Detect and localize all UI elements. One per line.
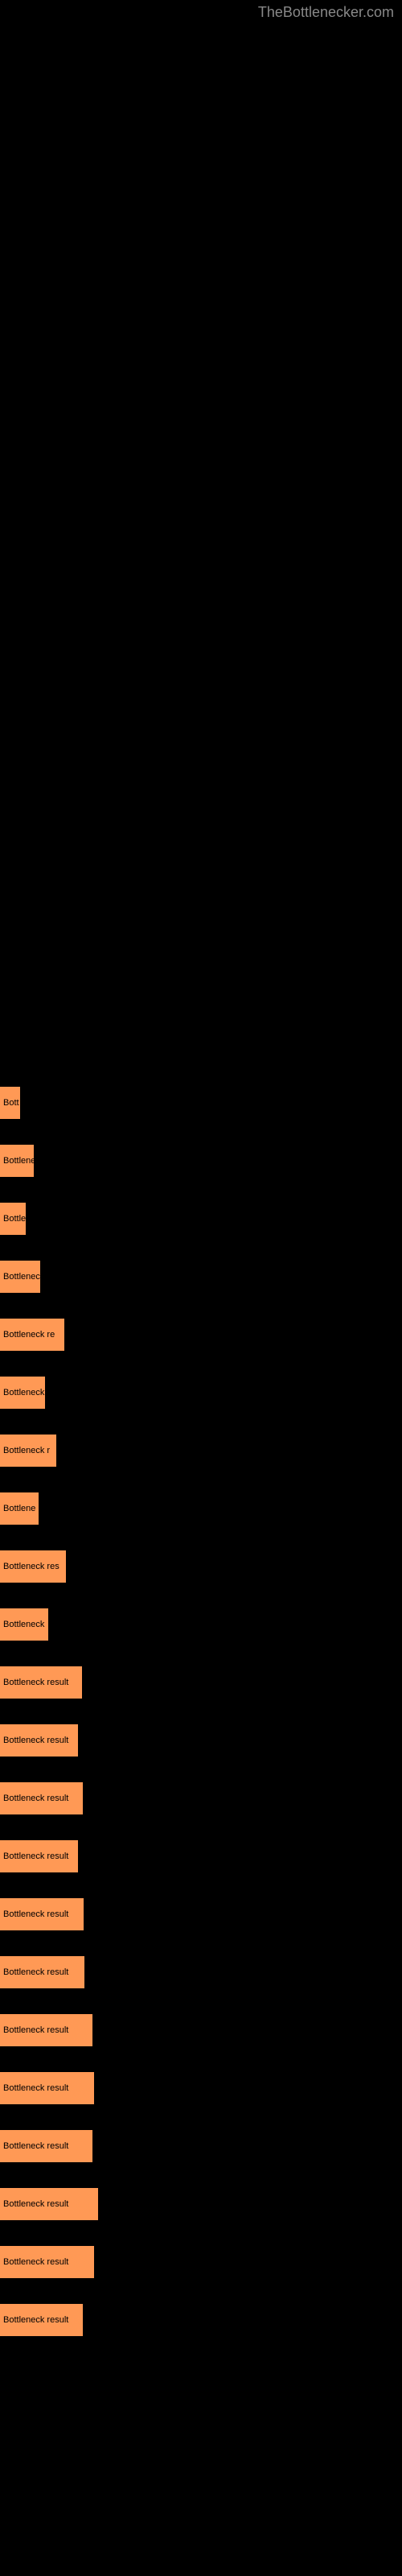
bar: Bottleneck result: [0, 2130, 92, 2162]
bar-row: Bottleneck: [0, 1377, 402, 1409]
bar-row: Bottleneck result: [0, 2188, 402, 2220]
bar-row: Bottleneck result: [0, 2014, 402, 2046]
bar: Bottleneck: [0, 1608, 48, 1641]
bar: Bottleneck result: [0, 2072, 94, 2104]
watermark-text: TheBottlenecker.com: [258, 4, 394, 21]
bar: Bottleneck res: [0, 1550, 66, 1583]
bar: Bottleneck result: [0, 1666, 82, 1699]
bar: Bottleneck result: [0, 1898, 84, 1930]
bar: Bottleneck result: [0, 2188, 98, 2220]
bar-row: Bottleneck result: [0, 1666, 402, 1699]
bar: Bottlened: [0, 1145, 34, 1177]
bar: Bottleneck result: [0, 2014, 92, 2046]
bar-row: Bottleneck result: [0, 1724, 402, 1757]
bar: Bottleneck: [0, 1261, 40, 1293]
bar: Bottleneck result: [0, 1782, 83, 1814]
bar-row: Bott: [0, 1087, 402, 1119]
bar-row: Bottle: [0, 1203, 402, 1235]
bar-chart: Bott Bottlened Bottle Bottleneck Bottlen…: [0, 0, 402, 2402]
bar: Bottleneck r: [0, 1435, 56, 1467]
bar-row: Bottleneck result: [0, 1840, 402, 1872]
bar-row: Bottleneck re: [0, 1319, 402, 1351]
bar-row: Bottleneck result: [0, 2072, 402, 2104]
bar: Bottleneck result: [0, 1956, 84, 1988]
bar-row: Bottleneck result: [0, 2130, 402, 2162]
bar-row: Bottleneck result: [0, 2304, 402, 2336]
bar-row: Bottlene: [0, 1492, 402, 1525]
bar-row: Bottleneck res: [0, 1550, 402, 1583]
bar: Bottleneck result: [0, 1840, 78, 1872]
bar-row: Bottleneck result: [0, 1956, 402, 1988]
bar: Bott: [0, 1087, 20, 1119]
bar: Bottleneck result: [0, 2246, 94, 2278]
bar-row: Bottlened: [0, 1145, 402, 1177]
bar-row: Bottleneck r: [0, 1435, 402, 1467]
bar: Bottleneck result: [0, 2304, 83, 2336]
bar: Bottleneck re: [0, 1319, 64, 1351]
bar: Bottleneck: [0, 1377, 45, 1409]
bar-row: Bottleneck result: [0, 1898, 402, 1930]
bar-row: Bottleneck result: [0, 1782, 402, 1814]
bar-row: Bottleneck: [0, 1261, 402, 1293]
bar: Bottlene: [0, 1492, 39, 1525]
bar: Bottleneck result: [0, 1724, 78, 1757]
bar-row: Bottleneck result: [0, 2246, 402, 2278]
bar: Bottle: [0, 1203, 26, 1235]
bar-row: Bottleneck: [0, 1608, 402, 1641]
